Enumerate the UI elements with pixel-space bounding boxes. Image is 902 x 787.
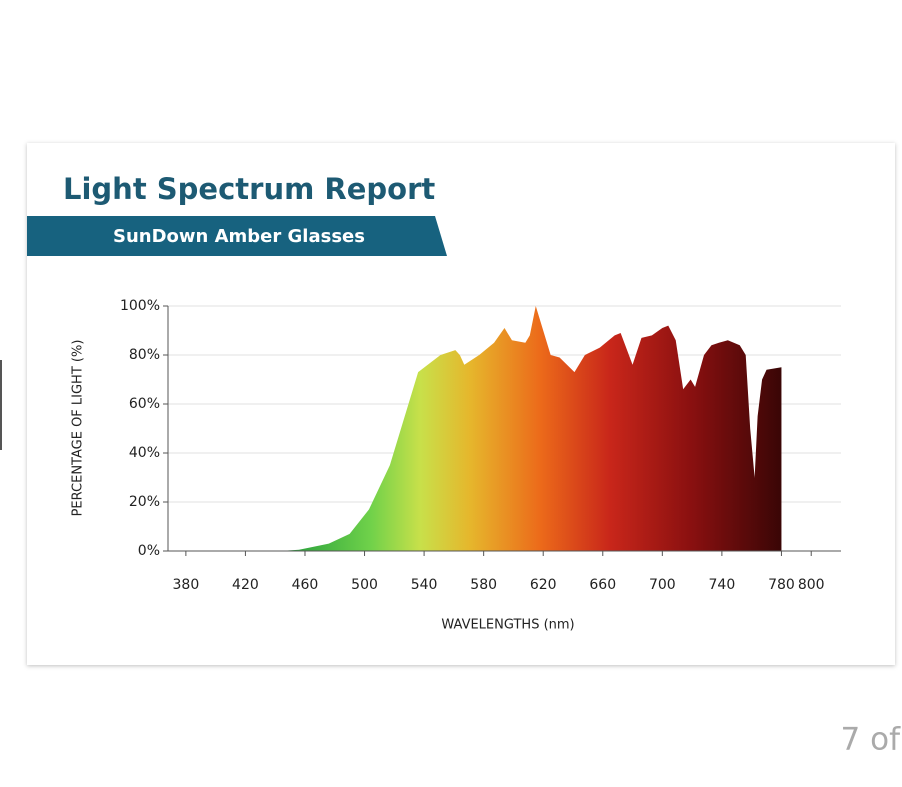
y-tick-label: 0% [138,543,160,559]
x-tick-label: 380 [173,577,200,593]
x-tick-label: 800 [798,577,825,593]
x-tick-label: 700 [649,577,676,593]
y-tick-label: 40% [129,445,160,461]
x-tick-label: 620 [530,577,557,593]
subtitle-banner [27,216,447,256]
x-tick-label: 460 [292,577,319,593]
spectrum-area [279,306,782,551]
x-axis-label: WAVELENGTHS (nm) [441,618,574,633]
x-tick-label: 420 [232,577,259,593]
edge-artifact [0,360,2,450]
y-tick-label: 80% [129,347,160,363]
y-tick-label: 100% [120,298,160,314]
y-tick-label: 60% [129,396,160,412]
x-tick-label: 580 [470,577,497,593]
chart-title: Light Spectrum Report [63,172,435,206]
plot: 0% 20% 40% 60% 80% 100% 380 420 460 500 540 580 620 6… [120,298,841,593]
x-tick-label: 540 [411,577,438,593]
x-tick-label: 500 [351,577,378,593]
x-tick-label: 740 [709,577,736,593]
chart-subtitle: SunDown Amber Glasses [113,226,365,247]
y-axis-label: PERCENTAGE OF LIGHT (%) [71,340,86,517]
page-indicator: 7 of [841,722,902,758]
y-tick-label: 20% [129,494,160,510]
x-tick-label: 660 [589,577,616,593]
x-tick-label: 780 [768,577,795,593]
